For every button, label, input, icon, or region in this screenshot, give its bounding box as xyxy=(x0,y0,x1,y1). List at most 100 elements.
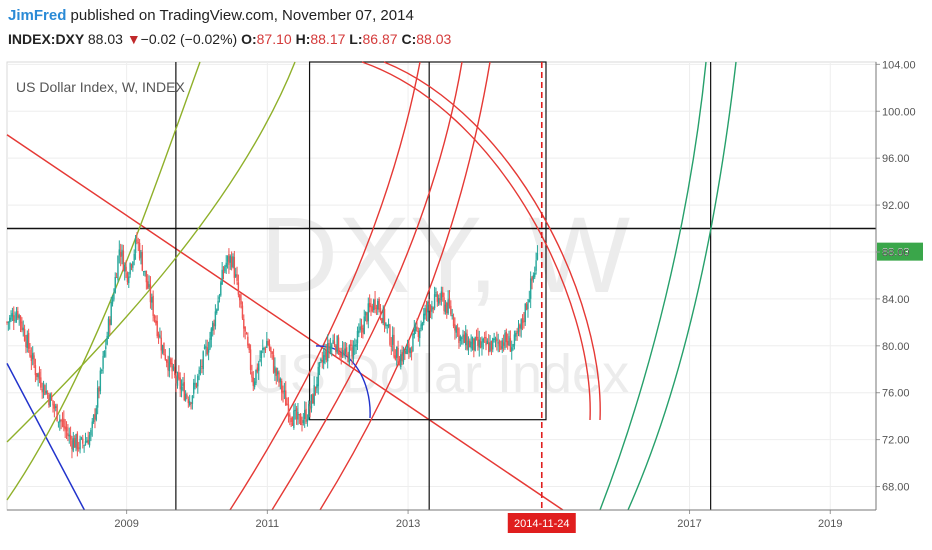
close-label: C: xyxy=(401,31,417,47)
candle-body xyxy=(394,355,397,360)
candle-body xyxy=(401,352,403,361)
candle-body xyxy=(402,349,405,362)
date-marker-tag xyxy=(507,513,576,533)
candle-body xyxy=(295,408,298,420)
candle-body xyxy=(320,358,322,361)
candle-body xyxy=(278,372,280,383)
candle-body xyxy=(459,336,462,342)
candle-body xyxy=(377,300,379,310)
candle-body xyxy=(410,350,413,353)
candle-body xyxy=(115,277,118,279)
author-link[interactable]: JimFred xyxy=(8,7,67,24)
candle-body xyxy=(201,366,203,368)
candle-body xyxy=(65,427,68,432)
candle-body xyxy=(314,386,317,390)
watermark-symbol: DXY, W xyxy=(260,194,630,315)
candle-body xyxy=(141,252,144,271)
candle-body xyxy=(73,438,76,448)
candle-body xyxy=(11,313,14,317)
symbol: INDEX:DXY xyxy=(8,31,84,47)
candle-body xyxy=(118,249,121,256)
candle-body xyxy=(517,326,520,332)
candle-body xyxy=(55,406,57,408)
candle-body xyxy=(322,355,325,364)
candle-body xyxy=(474,336,476,351)
candle-body xyxy=(68,434,70,437)
candle-body xyxy=(67,433,69,436)
red-circle-arc xyxy=(361,61,591,421)
candle-body xyxy=(512,344,514,347)
olive-arc xyxy=(6,61,296,443)
down-arrow-icon: ▼ xyxy=(126,31,141,47)
candle-body xyxy=(50,396,53,400)
candle-body xyxy=(382,308,384,324)
candle-body xyxy=(167,362,169,371)
candle-body xyxy=(285,390,287,406)
candle-body xyxy=(164,354,167,360)
candle-body xyxy=(56,404,58,422)
x-tick-label: 2019 xyxy=(818,518,842,530)
candle-body xyxy=(532,275,535,280)
candle-body xyxy=(299,413,302,425)
last-price-label: 88.03 xyxy=(882,247,910,259)
candle-body xyxy=(136,239,138,242)
candle-body xyxy=(79,438,81,450)
candle-body xyxy=(462,334,464,338)
candle-body xyxy=(161,344,164,353)
candle-body xyxy=(80,437,83,439)
candle-body xyxy=(504,333,506,349)
x-tick-label: 2011 xyxy=(256,518,280,530)
candle-body xyxy=(283,390,286,392)
candle-body xyxy=(152,295,154,316)
candle-body xyxy=(216,309,218,314)
candle-body xyxy=(416,326,418,329)
y-tick-label: 88.00 xyxy=(882,247,910,259)
candle-body xyxy=(17,311,19,318)
candle-body xyxy=(321,359,323,362)
candle-body xyxy=(519,324,521,329)
candle-body xyxy=(479,341,482,348)
candle-body xyxy=(433,294,436,309)
candle-body xyxy=(282,390,284,394)
candle-body xyxy=(404,350,406,354)
candle-body xyxy=(224,266,226,272)
x-tick-label: 2009 xyxy=(114,518,138,530)
candle-body xyxy=(412,334,414,352)
candles xyxy=(6,232,539,459)
candle-body xyxy=(316,384,318,388)
candle-body xyxy=(109,319,111,326)
date-marker-label: 2014-11-24 xyxy=(514,518,569,530)
candle-body xyxy=(417,330,420,337)
open-value: 87.10 xyxy=(256,31,292,47)
candle-body xyxy=(470,341,472,349)
candle-body xyxy=(442,292,444,298)
candle-body xyxy=(243,318,245,329)
plot-frame xyxy=(6,61,877,511)
x-tick-label: 2013 xyxy=(396,518,420,530)
candle-body xyxy=(195,383,198,388)
candle-body xyxy=(409,348,411,354)
candle-body xyxy=(368,302,371,308)
candle-body xyxy=(168,356,171,372)
candle-body xyxy=(454,324,456,331)
candle-body xyxy=(229,256,231,263)
candle-body xyxy=(145,270,148,283)
candle-body xyxy=(244,326,246,332)
candle-body xyxy=(134,238,137,253)
candle-body xyxy=(310,394,313,409)
candle-body xyxy=(184,393,187,401)
candle-body xyxy=(233,256,236,278)
candle-body xyxy=(232,256,234,267)
candle-body xyxy=(482,338,485,343)
candle-body xyxy=(521,318,524,323)
candle-body xyxy=(371,306,374,312)
candle-body xyxy=(29,349,31,357)
candle-body xyxy=(75,434,77,448)
candle-body xyxy=(527,302,529,309)
candle-body xyxy=(40,377,42,388)
candle-body xyxy=(481,342,483,348)
candle-body xyxy=(428,302,430,305)
candle-body xyxy=(121,249,123,256)
candle-body xyxy=(270,347,272,352)
